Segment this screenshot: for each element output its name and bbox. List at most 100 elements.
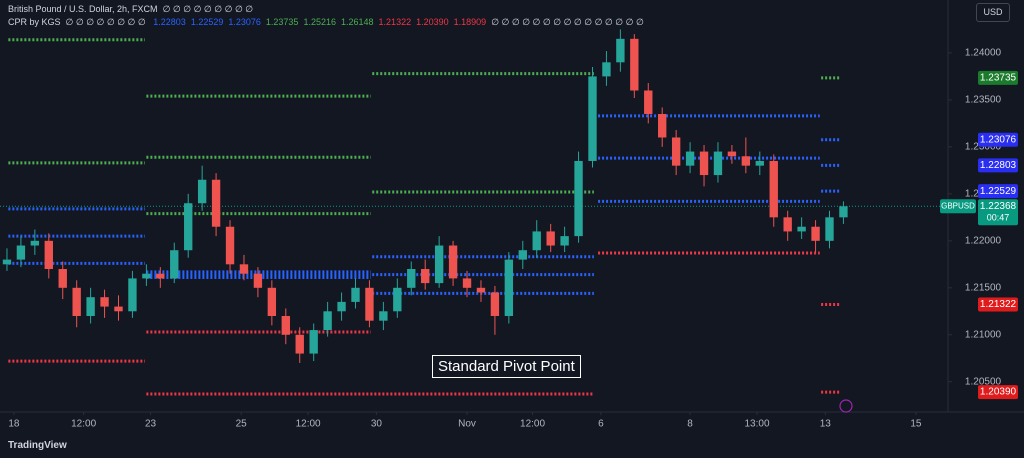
- symbol-label: GBPUSD: [941, 201, 975, 210]
- candle-body: [211, 179, 221, 227]
- candle-body: [184, 203, 193, 251]
- candle-body: [797, 226, 806, 232]
- x-tick-label: 30: [371, 419, 383, 430]
- indicator-value: 1.22803: [153, 17, 186, 27]
- candle-body: [532, 231, 541, 251]
- candle-body: [504, 259, 514, 316]
- candle-body: [100, 297, 109, 307]
- candle-body: [839, 206, 848, 218]
- candle-body: [267, 287, 277, 316]
- countdown: 00:47: [987, 213, 1010, 223]
- candle-body: [72, 287, 81, 316]
- indicator-value: 1.18909: [453, 17, 487, 27]
- x-tick-label: 6: [598, 419, 604, 430]
- y-tick-label: 1.20500: [965, 376, 1002, 387]
- candle-body: [644, 90, 653, 114]
- candle-body: [351, 287, 360, 302]
- candle-body: [323, 311, 332, 331]
- y-tick-label: 1.23000: [965, 142, 1002, 153]
- x-tick-label: 25: [236, 419, 248, 430]
- price-label: 1.22803: [980, 160, 1017, 171]
- candle-body: [393, 287, 402, 312]
- candle-body: [295, 334, 304, 354]
- candle-body: [337, 301, 346, 312]
- x-tick-label: 18: [8, 419, 20, 430]
- indicator-value: 1.21322: [378, 17, 412, 27]
- price-label-box: [978, 184, 1018, 199]
- indicator-value: 1.26148: [341, 17, 374, 27]
- candle-body: [755, 160, 764, 166]
- x-tick-label: Nov: [458, 419, 476, 430]
- candle-body: [281, 315, 290, 335]
- candle-body: [588, 76, 597, 161]
- candle-body: [769, 160, 778, 218]
- x-tick-label: 13:00: [744, 419, 769, 430]
- brand[interactable]: TradingView: [8, 440, 67, 451]
- indicator-row: CPR by KGS ∅ ∅ ∅ ∅ ∅ ∅ ∅ ∅ 1.22803 1.22529…: [8, 17, 649, 28]
- candle-body: [783, 217, 792, 232]
- candle-body: [170, 250, 179, 279]
- candle-body: [114, 306, 123, 312]
- candle-body: [560, 236, 569, 246]
- x-tick-label: 23: [145, 419, 157, 430]
- x-tick-label: 15: [910, 419, 922, 430]
- candle-body: [713, 151, 723, 176]
- y-tick-label: 1.24000: [965, 48, 1002, 59]
- header-row: British Pound / U.S. Dollar, 2h, FXCM ∅ ∅…: [8, 4, 258, 15]
- price-label-box: [978, 297, 1018, 312]
- candle-body: [630, 38, 639, 91]
- indicator-name: CPR by KGS: [8, 17, 61, 27]
- candle-body: [671, 137, 681, 166]
- candle-body: [253, 273, 263, 288]
- candle-body: [518, 250, 527, 260]
- candle-body: [476, 287, 486, 293]
- indicator-value: 1.25216: [303, 17, 336, 27]
- candle-body: [448, 245, 458, 279]
- price-label: 1.21322: [980, 299, 1017, 310]
- price-label-box: [978, 70, 1018, 85]
- candle-body: [2, 259, 12, 265]
- currency-button[interactable]: USD: [976, 3, 1010, 22]
- y-tick-label: 1.21000: [965, 329, 1002, 340]
- candle-body: [16, 245, 26, 260]
- candle-body: [825, 217, 834, 241]
- candle-body: [128, 278, 137, 312]
- x-tick-label: 12:00: [71, 419, 96, 430]
- indicator-value: 1.23735: [265, 17, 299, 27]
- candle-body: [462, 278, 472, 288]
- na-marks: ∅ ∅ ∅ ∅ ∅ ∅ ∅ ∅: [65, 17, 146, 27]
- x-tick-label: 12:00: [520, 419, 545, 430]
- candle-body: [727, 151, 737, 157]
- title: British Pound / U.S. Dollar, 2h, FXCM: [8, 4, 158, 14]
- y-tick-label: 1.22000: [965, 235, 1002, 246]
- price-label: 1.23735: [980, 72, 1017, 83]
- x-tick-label: 13: [820, 419, 832, 430]
- price-label-box: [978, 385, 1018, 400]
- candle-body: [602, 62, 611, 77]
- y-tick-label: 1.21500: [965, 282, 1002, 293]
- candle-body: [365, 287, 374, 321]
- price-label: 1.23076: [980, 134, 1017, 145]
- candle-body: [58, 269, 67, 288]
- na-marks: ∅ ∅ ∅ ∅ ∅ ∅ ∅ ∅ ∅: [162, 4, 254, 14]
- alert-icon[interactable]: [839, 399, 853, 413]
- current-price-label: 1.22368: [980, 201, 1017, 212]
- candle-body: [811, 226, 820, 241]
- candle-body: [156, 273, 165, 279]
- candle-body: [616, 38, 625, 63]
- candle-body: [741, 156, 751, 166]
- price-label-box: [978, 158, 1018, 173]
- candle-body: [574, 160, 583, 237]
- candle-body: [658, 113, 667, 138]
- candle-body: [197, 179, 207, 204]
- current-price-box: [978, 199, 1018, 226]
- candle-body: [699, 151, 709, 176]
- symbol-box: [940, 199, 976, 214]
- price-label: 1.20390: [980, 387, 1017, 398]
- candle-body: [421, 269, 430, 284]
- price-label: 1.22529: [980, 186, 1017, 197]
- candle-body: [407, 269, 416, 288]
